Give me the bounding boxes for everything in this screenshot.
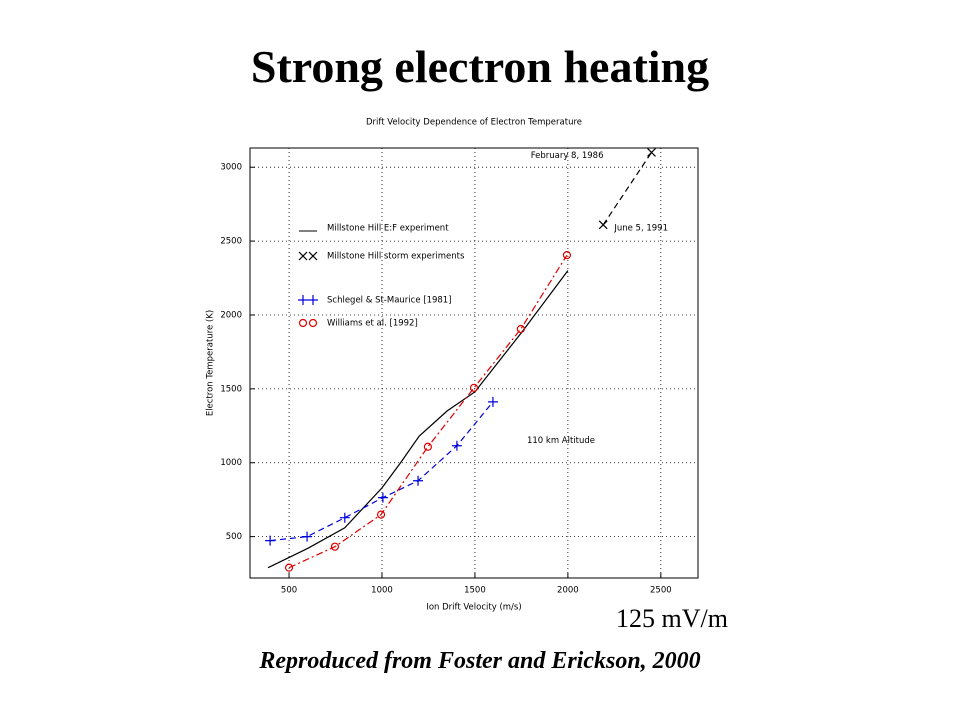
marker-circle bbox=[562, 251, 572, 260]
legend-label: Williams et al. [1992] bbox=[327, 319, 418, 329]
y-tick-label: 2000 bbox=[220, 310, 242, 320]
annotation: 110 km Altitude bbox=[527, 436, 595, 446]
slide-title: Strong electron heating bbox=[251, 41, 709, 92]
annotation: June 5, 1991 bbox=[613, 223, 668, 233]
note: 125 mV/m bbox=[616, 604, 728, 633]
y-tick-label: 1000 bbox=[220, 458, 242, 468]
x-tick-label: 1500 bbox=[464, 586, 486, 596]
marker-plus bbox=[377, 492, 388, 503]
x-tick-label: 2000 bbox=[557, 586, 579, 596]
marker-circle bbox=[516, 324, 525, 334]
x-tick-label: 1000 bbox=[371, 586, 393, 596]
marker-x bbox=[647, 148, 656, 157]
marker-x bbox=[298, 251, 308, 261]
chart-title: Drift Velocity Dependence of Electron Te… bbox=[366, 118, 582, 128]
legend-label: Schlegel & St-Maurice [1981] bbox=[327, 296, 452, 306]
y-axis-label: Electron Temperature (K) bbox=[206, 310, 216, 416]
marker-circle bbox=[298, 318, 308, 328]
marker-plus bbox=[265, 535, 276, 546]
marker-plus bbox=[413, 475, 424, 486]
x-axis-label: Ion Drift Velocity (m/s) bbox=[426, 603, 521, 613]
marker-circle bbox=[469, 383, 479, 392]
marker-plus bbox=[339, 512, 350, 523]
y-tick-label: 1500 bbox=[220, 384, 242, 394]
legend-label: Millstone Hill E:F experiment bbox=[327, 224, 449, 234]
y-tick-label: 2500 bbox=[220, 237, 242, 247]
marker-plus bbox=[451, 440, 462, 451]
y-tick-label: 500 bbox=[226, 532, 242, 542]
plot-frame bbox=[249, 147, 699, 579]
marker-circle bbox=[423, 442, 432, 451]
marker-circle bbox=[284, 563, 294, 572]
credit: Reproduced from Foster and Erickson, 200… bbox=[258, 648, 700, 674]
x-tick-label: 500 bbox=[281, 586, 297, 596]
annotation: February 8, 1986 bbox=[531, 151, 604, 161]
marker-plus bbox=[298, 295, 308, 305]
marker-plus bbox=[302, 531, 313, 542]
series-line bbox=[267, 270, 569, 569]
marker-circle bbox=[308, 318, 318, 328]
y-tick-label: 3000 bbox=[220, 163, 242, 173]
marker-x bbox=[308, 251, 318, 261]
marker-circle bbox=[376, 510, 386, 519]
marker-x bbox=[598, 220, 608, 230]
series-line bbox=[288, 254, 568, 569]
series-line bbox=[270, 401, 494, 542]
marker-circle bbox=[330, 542, 340, 551]
legend-label: Millstone Hill storm experiments bbox=[327, 252, 465, 262]
series-line bbox=[602, 152, 653, 226]
marker-plus bbox=[487, 396, 498, 407]
marker-plus bbox=[308, 295, 318, 305]
x-tick-label: 2500 bbox=[650, 586, 672, 596]
